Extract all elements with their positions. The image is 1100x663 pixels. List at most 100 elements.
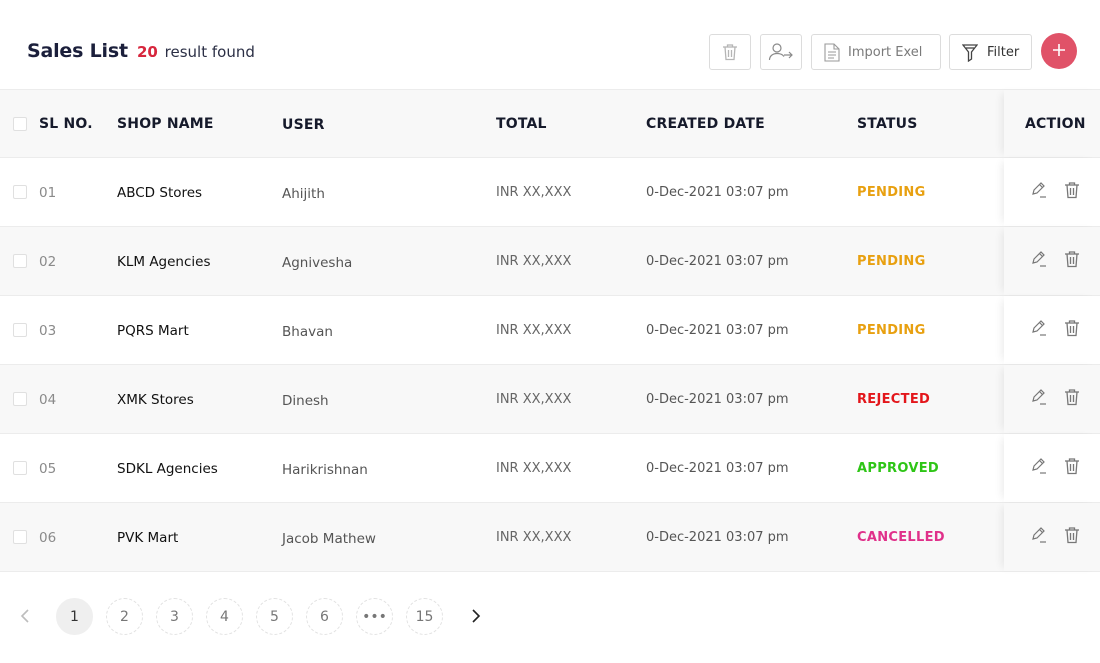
delete-row-button[interactable] xyxy=(1061,181,1083,203)
delete-row-button[interactable] xyxy=(1061,250,1083,272)
column-header-sl[interactable]: SL NO. xyxy=(39,116,93,132)
total-amount: INR XX,XXX xyxy=(496,254,572,269)
next-page-button[interactable] xyxy=(466,607,486,627)
total-amount: INR XX,XXX xyxy=(496,392,572,407)
created-date: 0-Dec-2021 03:07 pm xyxy=(646,530,789,545)
page-ellipsis[interactable]: ••• xyxy=(356,598,393,635)
prev-page-button[interactable] xyxy=(15,607,35,627)
total-amount: INR XX,XXX xyxy=(496,185,572,200)
table-header: SL NO. SHOP NAME USER TOTAL CREATED DATE… xyxy=(0,89,1100,158)
edit-icon xyxy=(1030,181,1048,203)
status-badge: PENDING xyxy=(857,254,926,269)
delete-row-button[interactable] xyxy=(1061,526,1083,548)
row-checkbox[interactable] xyxy=(13,461,27,475)
page-button[interactable]: 6 xyxy=(306,598,343,635)
row-checkbox[interactable] xyxy=(13,392,27,406)
trash-icon xyxy=(1064,319,1080,341)
row-checkbox[interactable] xyxy=(13,254,27,268)
edit-icon xyxy=(1030,250,1048,272)
table-row[interactable]: 06 PVK Mart Jacob Mathew INR XX,XXX 0-Dec-20… xyxy=(0,503,1100,572)
shop-name: ABCD Stores xyxy=(117,185,203,201)
page-title: Sales List xyxy=(27,40,128,62)
created-date: 0-Dec-2021 03:07 pm xyxy=(646,185,789,200)
row-actions xyxy=(1004,227,1100,295)
import-excel-button[interactable]: Import Exel xyxy=(811,34,941,70)
sl-number: 01 xyxy=(39,185,57,201)
sl-number: 06 xyxy=(39,530,57,546)
edit-button[interactable] xyxy=(1028,181,1050,203)
edit-button[interactable] xyxy=(1028,250,1050,272)
status-badge: REJECTED xyxy=(857,392,931,407)
shop-name: SDKL Agencies xyxy=(117,461,218,477)
shop-name: XMK Stores xyxy=(117,392,194,408)
edit-icon xyxy=(1030,526,1048,548)
add-sale-button[interactable] xyxy=(1041,33,1077,69)
user-switch-icon xyxy=(768,42,794,62)
table-row[interactable]: 01 ABCD Stores Ahijith INR XX,XXX 0-Dec-2021… xyxy=(0,158,1100,227)
page-button[interactable]: 2 xyxy=(106,598,143,635)
page-button[interactable]: 4 xyxy=(206,598,243,635)
column-header-shop[interactable]: SHOP NAME xyxy=(117,116,214,132)
created-date: 0-Dec-2021 03:07 pm xyxy=(646,392,789,407)
page-button[interactable]: 1 xyxy=(56,598,93,635)
shop-name: PQRS Mart xyxy=(117,323,189,339)
column-header-user[interactable]: USER xyxy=(282,117,325,133)
delete-row-button[interactable] xyxy=(1061,388,1083,410)
column-header-date[interactable]: CREATED DATE xyxy=(646,116,765,132)
sales-table: SL NO. SHOP NAME USER TOTAL CREATED DATE… xyxy=(0,89,1100,572)
delete-button[interactable] xyxy=(709,34,751,70)
page-header: Sales List 20 result found Import Exel F… xyxy=(0,0,1100,90)
action-column-header: ACTION xyxy=(1004,90,1100,157)
user-name: Dinesh xyxy=(282,393,329,409)
table-row[interactable]: 02 KLM Agencies Agnivesha INR XX,XXX 0-Dec-2… xyxy=(0,227,1100,296)
filter-label: Filter xyxy=(987,44,1020,60)
chevron-right-icon xyxy=(471,608,481,627)
sl-number: 05 xyxy=(39,461,57,477)
result-count: 20 xyxy=(137,43,158,61)
table-row[interactable]: 05 SDKL Agencies Harikrishnan INR XX,XXX 0-D… xyxy=(0,434,1100,503)
user-name: Agnivesha xyxy=(282,255,353,271)
column-header-status[interactable]: STATUS xyxy=(857,116,918,132)
filter-button[interactable]: Filter xyxy=(949,34,1032,70)
row-checkbox[interactable] xyxy=(13,323,27,337)
table-row[interactable]: 04 XMK Stores Dinesh INR XX,XXX 0-Dec-2021 0… xyxy=(0,365,1100,434)
row-checkbox[interactable] xyxy=(13,185,27,199)
created-date: 0-Dec-2021 03:07 pm xyxy=(646,461,789,476)
total-amount: INR XX,XXX xyxy=(496,323,572,338)
chevron-left-icon xyxy=(20,608,30,627)
trash-icon xyxy=(1064,181,1080,203)
user-name: Ahijith xyxy=(282,186,325,202)
status-badge: APPROVED xyxy=(857,461,939,476)
edit-button[interactable] xyxy=(1028,388,1050,410)
sl-number: 02 xyxy=(39,254,57,270)
trash-icon xyxy=(1064,250,1080,272)
page-button[interactable]: 3 xyxy=(156,598,193,635)
delete-row-button[interactable] xyxy=(1061,457,1083,479)
table-row[interactable]: 03 PQRS Mart Bhavan INR XX,XXX 0-Dec-2021 03… xyxy=(0,296,1100,365)
sl-number: 03 xyxy=(39,323,57,339)
edit-button[interactable] xyxy=(1028,526,1050,548)
edit-button[interactable] xyxy=(1028,319,1050,341)
status-badge: PENDING xyxy=(857,323,926,338)
created-date: 0-Dec-2021 03:07 pm xyxy=(646,254,789,269)
trash-icon xyxy=(722,43,738,61)
sl-number: 04 xyxy=(39,392,57,408)
assign-user-button[interactable] xyxy=(760,34,802,70)
result-summary: 20 result found xyxy=(137,43,255,61)
trash-icon xyxy=(1064,457,1080,479)
row-actions xyxy=(1004,365,1100,433)
row-actions xyxy=(1004,296,1100,364)
edit-button[interactable] xyxy=(1028,457,1050,479)
table-body: 01 ABCD Stores Ahijith INR XX,XXX 0-Dec-2021… xyxy=(0,158,1100,572)
row-checkbox[interactable] xyxy=(13,530,27,544)
delete-row-button[interactable] xyxy=(1061,319,1083,341)
status-badge: CANCELLED xyxy=(857,530,945,545)
total-amount: INR XX,XXX xyxy=(496,530,572,545)
page-button[interactable]: 5 xyxy=(256,598,293,635)
edit-icon xyxy=(1030,388,1048,410)
filter-icon xyxy=(962,43,978,62)
column-header-total[interactable]: TOTAL xyxy=(496,116,547,132)
result-text: result found xyxy=(164,43,255,61)
select-all-checkbox[interactable] xyxy=(13,117,27,131)
page-button[interactable]: 15 xyxy=(406,598,443,635)
